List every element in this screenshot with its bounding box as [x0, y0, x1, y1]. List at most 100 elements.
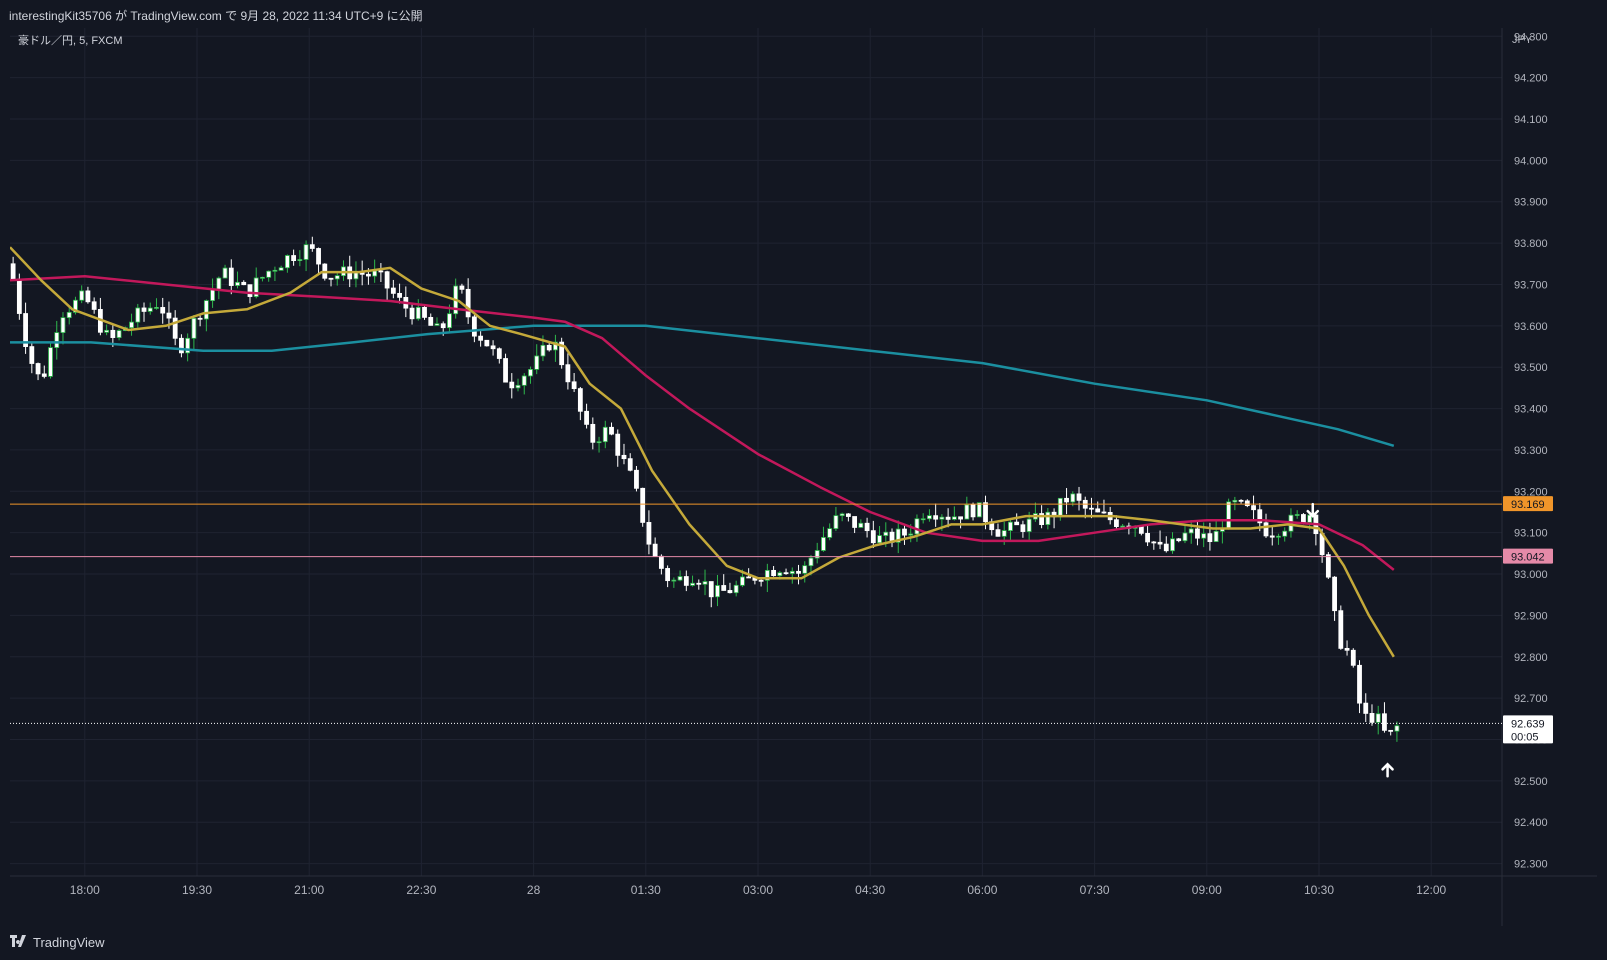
candle-body: [428, 316, 434, 326]
candle-body: [914, 518, 920, 535]
tradingview-logo[interactable]: TradingView: [10, 935, 105, 950]
candle-body: [284, 255, 290, 269]
candle-body: [29, 346, 35, 364]
y-tick-label: 93.700: [1514, 279, 1548, 291]
candle-body: [827, 528, 833, 538]
candle-body: [1089, 507, 1094, 510]
candle-body: [328, 277, 334, 280]
y-tick-label: 93.200: [1514, 486, 1548, 498]
candle-body: [546, 344, 552, 351]
candle-body: [390, 287, 396, 294]
candle-body: [141, 307, 147, 312]
candle-body: [559, 341, 565, 366]
candle-body: [640, 487, 646, 523]
candle-body: [995, 529, 1001, 537]
y-tick-label: 93.000: [1514, 569, 1548, 581]
candle-body: [902, 528, 907, 536]
candle-body: [397, 292, 402, 298]
candle-body: [652, 543, 658, 557]
candle-body: [1350, 649, 1356, 666]
candle-body: [1294, 514, 1300, 516]
candle-body: [777, 572, 783, 577]
candle-body: [690, 582, 695, 586]
candle-body: [1226, 501, 1232, 530]
candle-body: [802, 565, 808, 574]
x-tick-label: 06:00: [967, 883, 997, 897]
y-tick-label: 92.800: [1514, 652, 1548, 664]
candle-body: [1269, 535, 1275, 538]
candle-body: [1101, 511, 1107, 514]
candle-body: [172, 317, 178, 339]
candle-body: [266, 270, 272, 278]
candle-body: [702, 581, 708, 585]
candle-body: [1213, 530, 1219, 543]
candle-body: [247, 284, 253, 297]
candle-body: [1307, 514, 1313, 523]
candle-body: [515, 384, 521, 389]
candle-body: [41, 373, 47, 377]
candle-body: [609, 426, 614, 435]
candle-body: [1244, 500, 1250, 507]
candle-body: [565, 364, 571, 383]
candle-body: [378, 270, 384, 273]
candle-body: [160, 307, 166, 314]
candle-body: [852, 516, 858, 528]
candle-body: [658, 555, 664, 569]
candle-body: [1232, 499, 1238, 503]
candle-body: [1369, 713, 1375, 723]
candle-body: [602, 426, 608, 443]
candle-body: [1201, 533, 1207, 539]
candle-body: [35, 363, 41, 375]
candle-body: [733, 584, 739, 594]
candle-body: [746, 576, 752, 579]
candle-body: [1151, 541, 1157, 544]
candle-body: [316, 248, 321, 265]
candle-body: [534, 355, 540, 370]
candle-body: [683, 576, 689, 586]
candle-body: [920, 518, 926, 521]
candle-body: [459, 285, 465, 290]
candle-body: [958, 516, 963, 520]
candle-body: [939, 516, 945, 520]
candle-body: [1001, 530, 1007, 537]
y-tick-label: 94.200: [1514, 73, 1548, 85]
candle-body: [260, 276, 265, 279]
candle-body: [191, 317, 197, 339]
candle-body: [91, 301, 97, 310]
candle-body: [272, 269, 278, 272]
candle-body: [627, 458, 633, 471]
y-tick-label: 92.900: [1514, 610, 1548, 622]
candle-body: [584, 410, 589, 425]
candle-body: [789, 570, 795, 574]
candle-body: [484, 339, 490, 347]
candle-body: [764, 569, 770, 581]
candle-body: [1057, 497, 1063, 518]
candle-body: [721, 585, 727, 591]
candle-body: [845, 513, 851, 517]
x-tick-label: 18:00: [70, 883, 100, 897]
price-chart[interactable]: 94.300 94.200 94.100 94.000 93.900 93.800 93.7…: [9, 28, 1597, 926]
candle-body: [309, 244, 315, 249]
candle-body: [1026, 518, 1032, 532]
candle-body: [503, 358, 508, 383]
candle-body: [1338, 610, 1344, 649]
ma-mid-line: [9, 274, 1395, 571]
chart-area[interactable]: 94.300 94.200 94.100 94.000 93.900 93.800 93.7…: [9, 28, 1597, 926]
candle-body: [1257, 509, 1263, 524]
candle-body: [297, 259, 303, 262]
candle-body: [54, 332, 60, 348]
candle-body: [970, 504, 976, 518]
candle-body: [23, 313, 28, 347]
candle-body: [839, 513, 845, 517]
candle-body: [1276, 535, 1281, 538]
candle-body: [1176, 538, 1182, 542]
candle-body: [677, 576, 683, 581]
candle-body: [615, 433, 621, 456]
candle-body: [1301, 514, 1306, 523]
candle-body: [771, 569, 776, 577]
candle-body: [933, 515, 939, 520]
candle-body: [147, 307, 153, 312]
candle-body: [796, 570, 801, 574]
countdown-label: 00:05: [1511, 731, 1539, 743]
candle-body: [1182, 532, 1188, 542]
